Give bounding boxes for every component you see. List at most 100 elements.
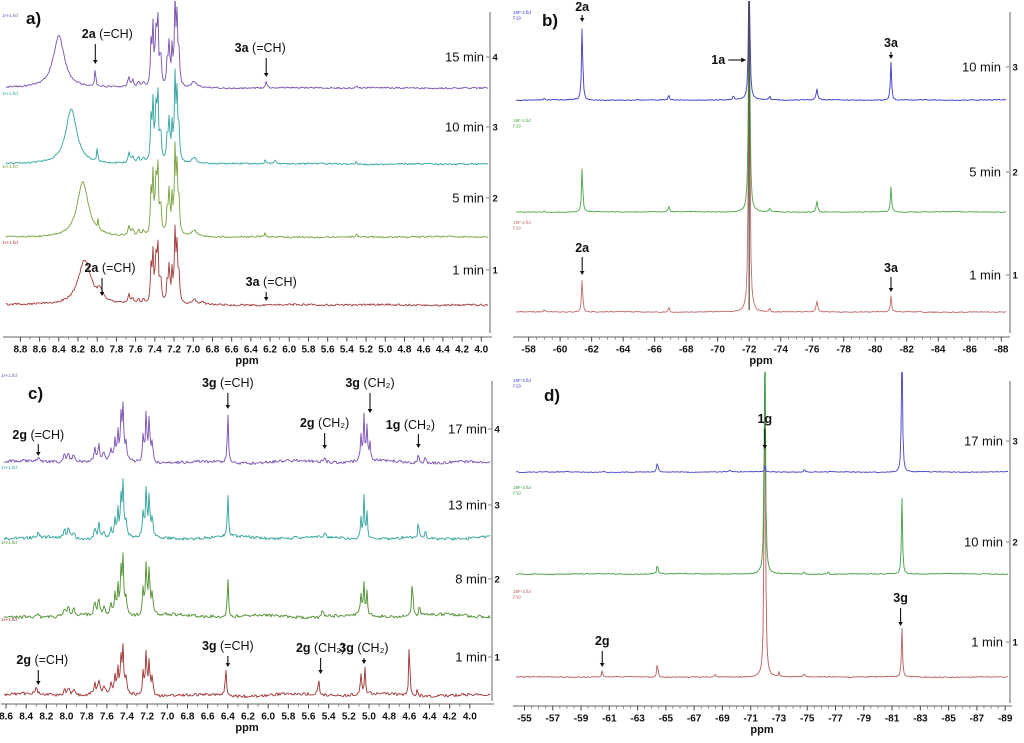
x-tick-label: -65 [659, 714, 674, 725]
traces-a [5, 1, 489, 307]
stack-index-label: 1 [493, 266, 499, 277]
time-label: 15 min [445, 50, 484, 65]
file-label-line: 1H-1.fid [1, 373, 17, 378]
spectrum-trace-5min [5, 141, 489, 239]
x-tick-label: -57 [546, 714, 561, 725]
annotation-label: 2a (=CH) [84, 261, 135, 275]
x-tick-label: -62 [584, 345, 599, 356]
x-tick-label: -73 [772, 714, 787, 725]
x-axis-d: -55 -57 -59 -61 -63 -65 -67 -69 -71 -73 -75 -77 -79 -… [513, 705, 1013, 736]
annotation-2a: 2a (=CH) [84, 261, 136, 296]
x-tick-label: 4.8 [398, 345, 412, 356]
x-tick-label: -81 [885, 714, 900, 725]
spectrum-trace-13min [3, 478, 491, 541]
x-tick-label: -66 [647, 345, 662, 356]
x-tick-label: 8.4 [52, 345, 66, 356]
file-label-line: 19F-3.fid [513, 378, 531, 383]
file-label-line: 19F-2.fid [513, 10, 531, 15]
time-label: 1 min [455, 650, 487, 665]
annotation-label: 3a (=CH) [246, 275, 297, 289]
x-tick-label: 5.0 [362, 712, 376, 723]
x-tick-label: -76 [805, 345, 820, 356]
annotation-label: 2a [575, 0, 590, 14]
file-label-line: 19F-2.fid [513, 220, 531, 225]
annotation-label: 2g (CH₂) [296, 641, 345, 655]
panel-c-svg: 8.6 8.4 8.2 8.0 7.8 7.6 7.4 7.2 7.0 6.8 6.6 6.4 6.2 6… [0, 373, 501, 734]
spectrum-trace-1min [515, 1, 1007, 314]
spectrum-trace-5min [515, 1, 1007, 214]
annotation-label: 2g (=CH) [16, 653, 68, 667]
x-tick-label: 6.6 [225, 345, 239, 356]
annotation-3a: 3a [884, 36, 899, 59]
x-tick-label: 8.0 [90, 345, 104, 356]
annotation-3a: 3a [884, 261, 899, 292]
x-tick-label: -79 [857, 714, 872, 725]
x-tick-label: 4.0 [463, 712, 477, 723]
x-tick-label: 6.8 [205, 345, 219, 356]
x-tick-label: 5.8 [301, 345, 315, 356]
annotation-3g: 3g (=CH) [202, 639, 254, 667]
spectrum-trace-1min [515, 372, 1009, 679]
stack-index-label: 3 [1013, 437, 1018, 448]
spectrum-trace-17min [3, 401, 491, 465]
panel-label-a: a) [26, 9, 41, 28]
annotation-2a: 2a [575, 241, 590, 275]
x-axis-a: 8.8 8.6 8.4 8.2 8.0 7.8 7.6 7.4 7.2 7.0 6.8 6.6 6.4 6… [3, 336, 492, 367]
x-tick-label: -68 [679, 345, 694, 356]
file-label-line: F19 [513, 226, 521, 231]
annotation-2a: 2a (=CH) [82, 27, 133, 64]
x-tick-label: 8.2 [39, 712, 53, 723]
time-label: 1 min [971, 635, 1003, 650]
x-axis-title: ppm [235, 722, 258, 734]
right-axis-d: 3 2 1 [1006, 381, 1019, 703]
x-axis-b: -58 -60 -62 -64 -66 -68 -70 -72 -74 -76 -78 -80 -82 -… [513, 336, 1010, 367]
annotation-label: 2a [575, 241, 590, 255]
x-tick-label: 7.4 [120, 712, 134, 723]
file-label-line: 1H-1.fid [2, 164, 18, 169]
annotation-label: 3a [884, 261, 899, 275]
x-tick-label: -84 [931, 345, 946, 356]
x-tick-label: 6.4 [244, 345, 258, 356]
traces-d [515, 372, 1009, 679]
x-tick-label: 6.4 [221, 712, 235, 723]
x-tick-label: 8.8 [13, 345, 27, 356]
stack-index-label: 4 [495, 425, 501, 436]
stack-index-label: 2 [495, 575, 500, 586]
x-tick-label: -85 [941, 714, 956, 725]
x-tick-label: 8.4 [19, 712, 33, 723]
x-tick-label: 7.2 [167, 345, 181, 356]
x-tick-label: 6.8 [181, 712, 195, 723]
stack-index-label: 1 [1013, 638, 1019, 649]
file-label: 1H-1.fid [2, 13, 18, 18]
panel-label-c: c) [28, 384, 43, 403]
x-tick-label: -78 [836, 345, 851, 356]
x-tick-label: 8.6 [0, 712, 13, 723]
stack-index-label: 3 [1013, 63, 1018, 74]
annotation-label: 3g (CH₂) [345, 376, 394, 390]
file-label-line: 19F-2.fid [513, 118, 531, 123]
stack-index-label: 4 [493, 53, 499, 64]
x-tick-label: 7.6 [129, 345, 143, 356]
file-label: 1H-1.fid [2, 164, 18, 169]
file-label: 1H-1.fid [1, 617, 17, 622]
file-label-line: F19 [513, 16, 521, 21]
spectrum-trace-8min [3, 552, 491, 620]
x-tick-label: 5.6 [321, 345, 335, 356]
annotation-label: 2g [595, 634, 610, 648]
file-label-line: 19F-3.fid [513, 589, 531, 594]
time-label: 10 min [964, 535, 1003, 550]
x-tick-label: 4.2 [443, 712, 457, 723]
x-tick-label: -72 [742, 345, 757, 356]
x-tick-label: 5.8 [281, 712, 295, 723]
x-tick-label: 7.6 [100, 712, 114, 723]
annotation-3g: 3g (=CH) [202, 376, 254, 409]
x-tick-label: -63 [630, 714, 645, 725]
panel-b-svg: -58 -60 -62 -64 -66 -68 -70 -72 -74 -76 -78 -80 -82 -… [513, 0, 1019, 367]
annotation-1g: 1g [758, 412, 772, 449]
x-tick-label: 8.6 [33, 345, 47, 356]
